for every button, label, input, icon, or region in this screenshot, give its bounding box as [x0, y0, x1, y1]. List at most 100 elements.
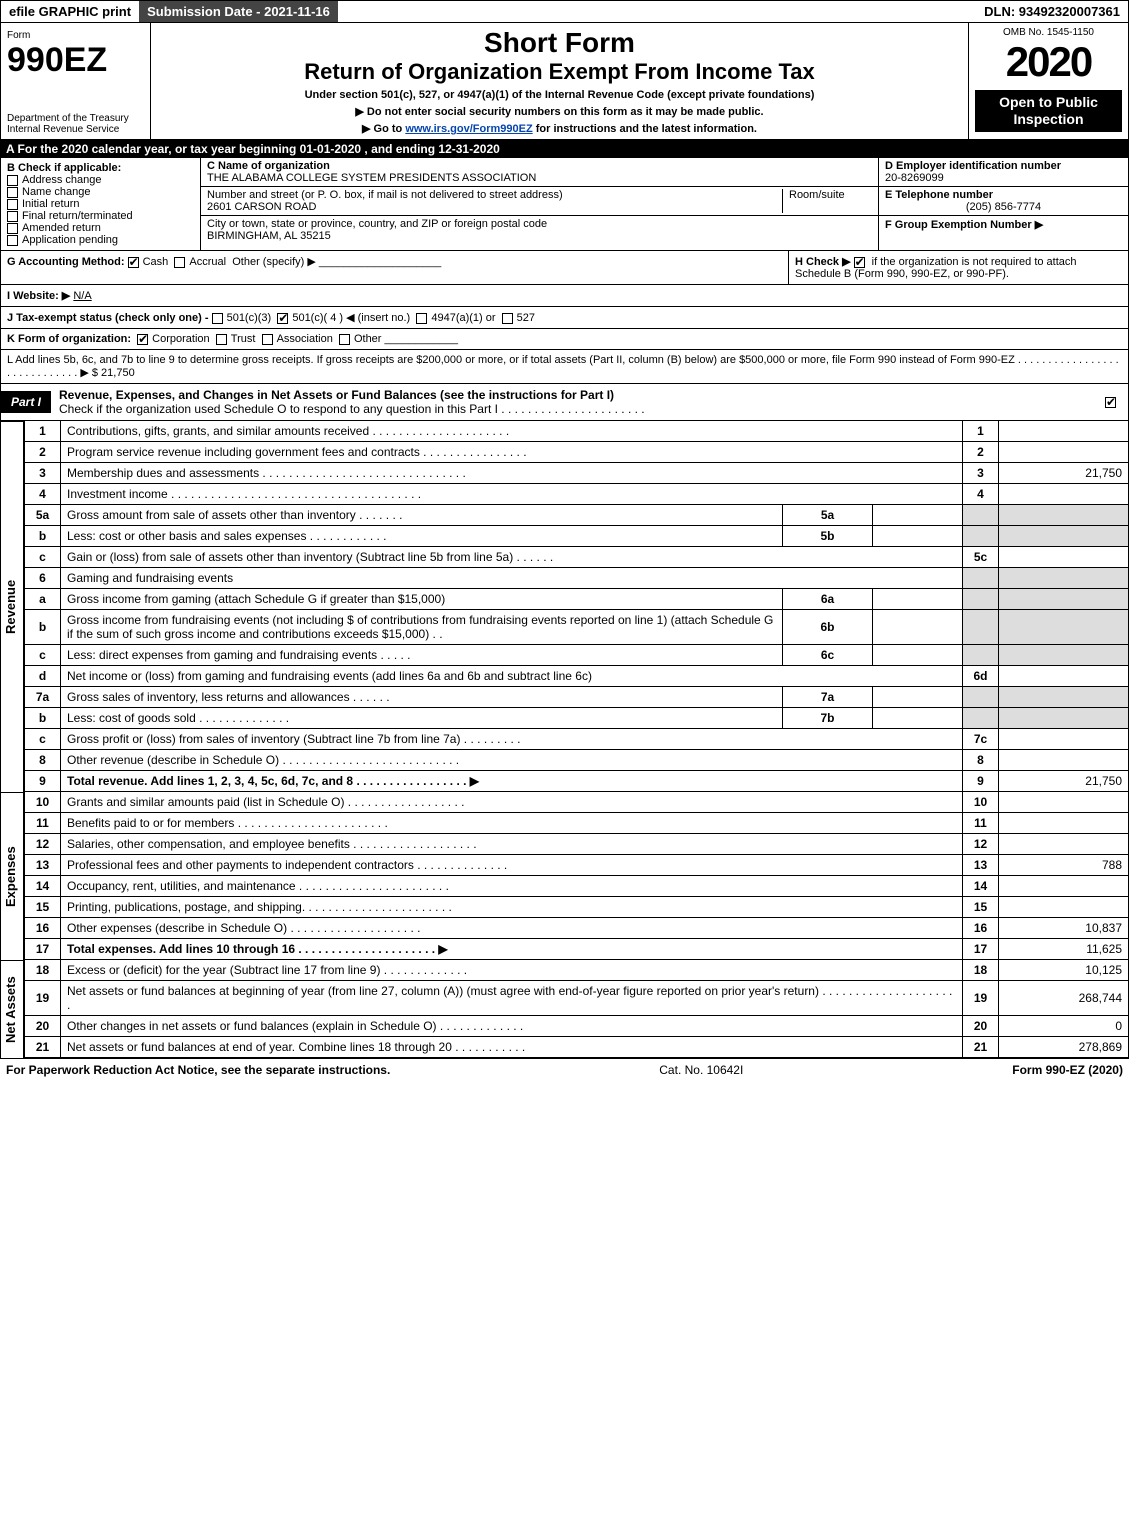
check-accrual[interactable] [174, 257, 185, 268]
d-label: D Employer identification number [885, 160, 1061, 172]
check-4947[interactable] [416, 313, 427, 324]
opt-name-change: Name change [22, 186, 91, 198]
line-6a: aGross income from gaming (attach Schedu… [25, 589, 1129, 610]
l21-n: 21 [25, 1037, 61, 1058]
check-527[interactable] [502, 313, 513, 324]
dln: DLN: 93492320007361 [976, 1, 1128, 22]
net-assets-section: Net Assets 18Excess or (deficit) for the… [0, 960, 1129, 1058]
g-cash: Cash [143, 256, 169, 268]
l14-t: Occupancy, rent, utilities, and maintena… [61, 876, 963, 897]
check-application-pending[interactable] [7, 235, 18, 246]
footer-left: For Paperwork Reduction Act Notice, see … [6, 1063, 390, 1077]
check-other-org[interactable] [339, 334, 350, 345]
l11-rn: 11 [963, 813, 999, 834]
check-501c[interactable] [277, 313, 288, 324]
l5a-sub: 5a [783, 505, 873, 526]
l7c-t: Gross profit or (loss) from sales of inv… [61, 729, 963, 750]
efile-print[interactable]: efile GRAPHIC print [1, 1, 139, 22]
footer-right: Form 990-EZ (2020) [1012, 1063, 1123, 1077]
row-g-h: G Accounting Method: Cash Accrual Other … [0, 251, 1129, 285]
check-amended-return[interactable] [7, 223, 18, 234]
l15-a [999, 897, 1129, 918]
check-h[interactable] [854, 257, 865, 268]
check-corp[interactable] [137, 334, 148, 345]
l-text: L Add lines 5b, 6c, and 7b to line 9 to … [7, 354, 1119, 379]
line-13: 13Professional fees and other payments t… [25, 855, 1129, 876]
check-assoc[interactable] [262, 334, 273, 345]
j-501c3: 501(c)(3) [227, 312, 272, 324]
l6a-val [873, 589, 963, 610]
header-left: Form 990EZ Department of the Treasury In… [1, 23, 151, 139]
k-other: Other [354, 333, 382, 345]
l2-n: 2 [25, 442, 61, 463]
l6c-n: c [25, 645, 61, 666]
l7c-n: c [25, 729, 61, 750]
l7a-t: Gross sales of inventory, less returns a… [61, 687, 783, 708]
l13-rn: 13 [963, 855, 999, 876]
l6a-sub: 6a [783, 589, 873, 610]
l-amount: 21,750 [101, 367, 135, 379]
l6b-t: Gross income from fundraising events (no… [61, 610, 783, 645]
l1-n: 1 [25, 421, 61, 442]
line-3: 3Membership dues and assessments . . . .… [25, 463, 1129, 484]
line-8: 8Other revenue (describe in Schedule O) … [25, 750, 1129, 771]
l13-a: 788 [999, 855, 1129, 876]
line-12: 12Salaries, other compensation, and empl… [25, 834, 1129, 855]
goto-link[interactable]: www.irs.gov/Form990EZ [405, 123, 532, 135]
l7c-rn: 7c [963, 729, 999, 750]
street-value: 2601 CARSON ROAD [207, 201, 316, 213]
l5c-rn: 5c [963, 547, 999, 568]
check-part-i-scho[interactable] [1105, 397, 1116, 408]
l6a-a [999, 589, 1129, 610]
l4-t: Investment income . . . . . . . . . . . … [61, 484, 963, 505]
l6b-val [873, 610, 963, 645]
j-501c: 501(c)( 4 ) ◀ (insert no.) [292, 312, 410, 324]
header-mid: Short Form Return of Organization Exempt… [151, 23, 968, 139]
check-trust[interactable] [216, 334, 227, 345]
l5b-a [999, 526, 1129, 547]
phone-value: (205) 856-7774 [885, 201, 1122, 213]
l2-t: Program service revenue including govern… [61, 442, 963, 463]
line-7c: cGross profit or (loss) from sales of in… [25, 729, 1129, 750]
expenses-side-label: Expenses [0, 792, 24, 960]
part-i-title: Revenue, Expenses, and Changes in Net As… [59, 388, 614, 402]
l3-n: 3 [25, 463, 61, 484]
l10-n: 10 [25, 792, 61, 813]
form-header: Form 990EZ Department of the Treasury In… [0, 23, 1129, 140]
l17-t: Total expenses. Add lines 10 through 16 … [61, 939, 963, 960]
check-initial-return[interactable] [7, 199, 18, 210]
l21-t: Net assets or fund balances at end of ye… [61, 1037, 963, 1058]
l4-a [999, 484, 1129, 505]
goto-row: ▶ Go to www.irs.gov/Form990EZ for instru… [157, 122, 962, 135]
l2-a [999, 442, 1129, 463]
org-name: THE ALABAMA COLLEGE SYSTEM PRESIDENTS AS… [207, 172, 536, 184]
period-end: 12-31-2020 [438, 142, 499, 156]
line-7b: bLess: cost of goods sold . . . . . . . … [25, 708, 1129, 729]
l14-a [999, 876, 1129, 897]
goto-suffix: for instructions and the latest informat… [536, 123, 757, 135]
check-501c3[interactable] [212, 313, 223, 324]
l7b-a [999, 708, 1129, 729]
l6b-a [999, 610, 1129, 645]
l4-rn: 4 [963, 484, 999, 505]
header-right: OMB No. 1545-1150 2020 Open to Public In… [968, 23, 1128, 139]
part-i-tag: Part I [1, 391, 51, 413]
check-address-change[interactable] [7, 175, 18, 186]
l17-n: 17 [25, 939, 61, 960]
l6-n: 6 [25, 568, 61, 589]
l6a-t: Gross income from gaming (attach Schedul… [61, 589, 783, 610]
l16-rn: 16 [963, 918, 999, 939]
check-name-change[interactable] [7, 187, 18, 198]
l6d-t: Net income or (loss) from gaming and fun… [61, 666, 963, 687]
check-final-return[interactable] [7, 211, 18, 222]
check-cash[interactable] [128, 257, 139, 268]
l15-n: 15 [25, 897, 61, 918]
revenue-section: Revenue 1Contributions, gifts, grants, a… [0, 421, 1129, 792]
l13-n: 13 [25, 855, 61, 876]
l5a-t: Gross amount from sale of assets other t… [61, 505, 783, 526]
line-14: 14Occupancy, rent, utilities, and mainte… [25, 876, 1129, 897]
l11-t: Benefits paid to or for members . . . . … [61, 813, 963, 834]
line-1: 1Contributions, gifts, grants, and simil… [25, 421, 1129, 442]
row-k: K Form of organization: Corporation Trus… [0, 329, 1129, 350]
l14-n: 14 [25, 876, 61, 897]
